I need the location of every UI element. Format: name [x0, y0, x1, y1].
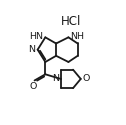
- Text: HN: HN: [29, 32, 43, 41]
- Text: HCl: HCl: [61, 15, 82, 28]
- Text: O: O: [82, 74, 90, 83]
- Text: O: O: [29, 82, 37, 91]
- Text: N: N: [28, 45, 35, 54]
- Text: NH: NH: [70, 32, 84, 41]
- Text: N: N: [52, 74, 59, 83]
